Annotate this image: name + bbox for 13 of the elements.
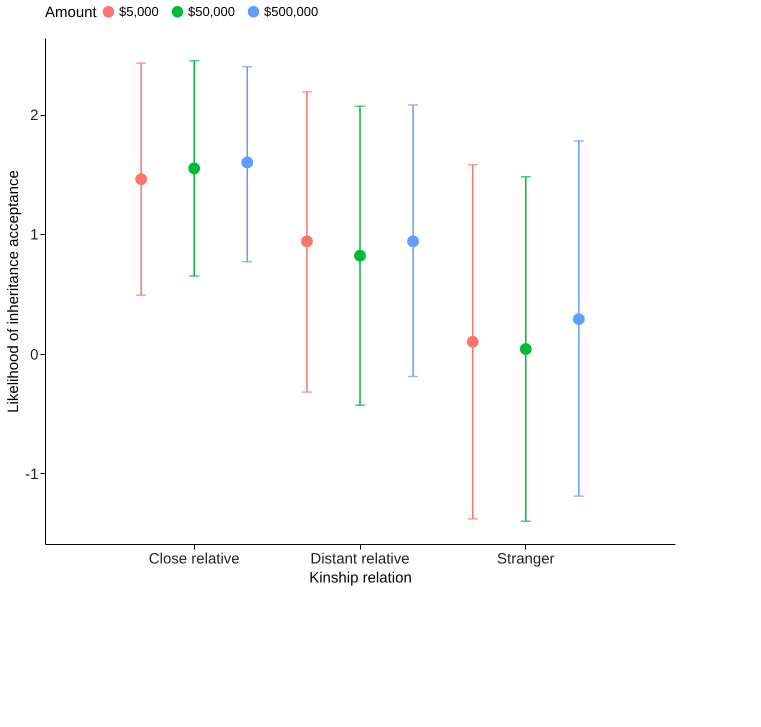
x-tick-label: Stranger [497,550,555,568]
x-tick-label: Close relative [148,550,240,568]
y-axis-title: Likelihood of inheritance acceptance [5,170,22,413]
y-tick-label: 1 [30,226,38,244]
x-axis-title: Kinship relation [309,570,412,586]
legend-title: Amount [45,4,98,21]
y-tick-label: -1 [25,466,38,483]
x-tick-label: Distant relative [310,550,410,568]
legend-label: $5,000 [119,4,159,19]
y-tick-label: 2 [30,107,38,124]
y-tick-label: 0 [30,346,38,364]
legend-label: $500,000 [264,4,318,19]
legend-label: $50,000 [188,4,235,19]
